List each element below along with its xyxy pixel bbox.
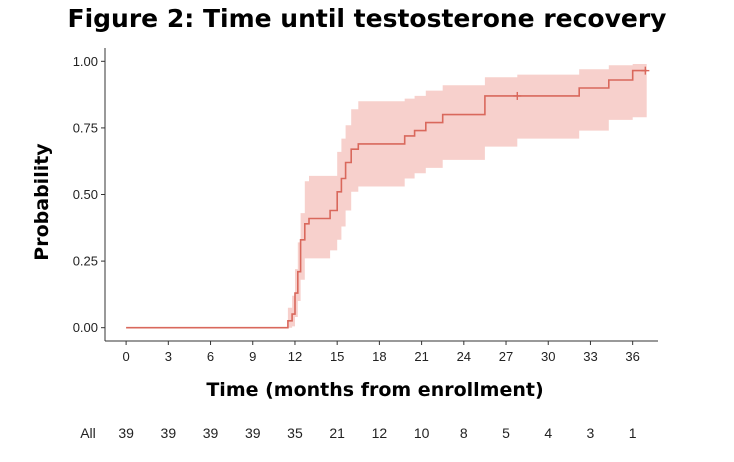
x-tick-label: 24 bbox=[457, 349, 471, 364]
x-tick-label: 0 bbox=[122, 349, 129, 364]
risk-table-label: All bbox=[80, 425, 96, 441]
risk-count: 21 bbox=[329, 425, 345, 441]
x-tick-label: 15 bbox=[330, 349, 344, 364]
y-axis-ticks: 0.00 0.25 0.50 0.75 1.00 bbox=[73, 54, 105, 335]
y-axis-title: Probability bbox=[31, 143, 53, 261]
risk-count: 39 bbox=[245, 425, 261, 441]
x-tick-label: 36 bbox=[625, 349, 639, 364]
risk-count: 39 bbox=[203, 425, 219, 441]
x-tick-label: 9 bbox=[249, 349, 256, 364]
risk-count: 39 bbox=[118, 425, 134, 441]
risk-count: 5 bbox=[502, 425, 510, 441]
risk-count: 1 bbox=[629, 425, 637, 441]
x-tick-label: 18 bbox=[372, 349, 386, 364]
x-tick-label: 3 bbox=[165, 349, 172, 364]
risk-count: 12 bbox=[372, 425, 388, 441]
x-tick-label: 21 bbox=[414, 349, 428, 364]
y-tick-label: 0.25 bbox=[73, 254, 98, 269]
x-axis-ticks: 0 3 6 9 12 15 18 21 24 27 30 33 36 bbox=[122, 341, 640, 364]
x-tick-label: 33 bbox=[583, 349, 597, 364]
survival-step-line bbox=[126, 69, 647, 329]
y-tick-label: 0.50 bbox=[73, 187, 98, 202]
x-tick-label: 12 bbox=[288, 349, 302, 364]
x-tick-label: 30 bbox=[541, 349, 555, 364]
risk-count: 39 bbox=[161, 425, 177, 441]
risk-count: 35 bbox=[287, 425, 303, 441]
confidence-band-area bbox=[126, 64, 647, 328]
x-axis-title: Time (months from enrollment) bbox=[206, 379, 543, 401]
y-tick-label: 0.00 bbox=[73, 320, 98, 335]
chart-title: Figure 2: Time until testosterone recove… bbox=[67, 4, 667, 33]
confidence-band bbox=[126, 64, 647, 328]
x-tick-label: 6 bbox=[207, 349, 214, 364]
x-tick-label: 27 bbox=[499, 349, 513, 364]
y-tick-label: 0.75 bbox=[73, 120, 98, 135]
risk-count: 10 bbox=[414, 425, 430, 441]
risk-count: 8 bbox=[460, 425, 468, 441]
risk-count: 3 bbox=[587, 425, 595, 441]
risk-table: 39 39 39 39 35 21 12 10 8 5 4 3 1 bbox=[118, 425, 636, 441]
risk-count: 4 bbox=[544, 425, 552, 441]
survival-curve bbox=[126, 66, 650, 329]
y-tick-label: 1.00 bbox=[73, 54, 98, 69]
